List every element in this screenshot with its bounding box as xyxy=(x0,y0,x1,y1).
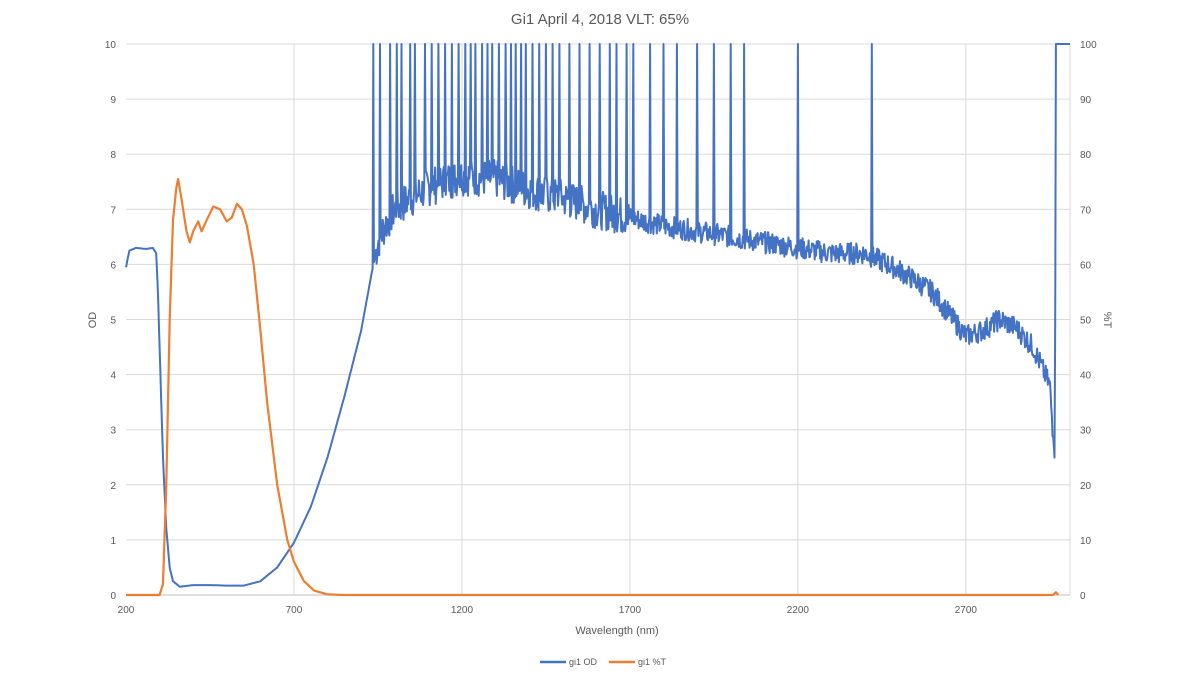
legend: gi1 OD gi1 %T xyxy=(540,657,667,667)
series-line-gi1-t xyxy=(126,177,1060,597)
y-tick-label: 5 xyxy=(110,316,116,327)
series-line-gi1-od xyxy=(125,43,1070,588)
y2-tick-label: 50 xyxy=(1080,316,1092,327)
y-tick-label: 10 xyxy=(105,40,117,51)
x-axis-label: Wavelength (nm) xyxy=(575,625,658,637)
x-tick-label: 2700 xyxy=(955,605,978,616)
legend-label-t: gi1 %T xyxy=(638,657,667,667)
y2-tick-label: 0 xyxy=(1080,591,1086,602)
y-tick-label: 8 xyxy=(110,150,116,161)
y2-tick-label: 70 xyxy=(1080,205,1092,216)
y-tick-label: 9 xyxy=(110,95,116,106)
x-tick-label: 2200 xyxy=(787,605,810,616)
x-tick-label: 1700 xyxy=(619,605,642,616)
y2-tick-label: 30 xyxy=(1080,426,1092,437)
y2-tick-label: 100 xyxy=(1080,40,1097,51)
y2-tick-label: 10 xyxy=(1080,536,1092,547)
y-tick-label: 1 xyxy=(110,536,116,547)
y-tick-label: 2 xyxy=(110,481,116,492)
y-tick-label: 0 xyxy=(110,591,116,602)
legend-label-od: gi1 OD xyxy=(569,657,598,667)
y2-tick-label: 20 xyxy=(1080,481,1092,492)
x-tick-label: 200 xyxy=(118,605,135,616)
x-tick-label: 1200 xyxy=(451,605,474,616)
y-tick-label: 3 xyxy=(110,426,116,437)
y-axis-label: OD xyxy=(87,312,99,329)
y2-axis-label: %T xyxy=(1101,312,1113,329)
y-tick-label: 7 xyxy=(110,205,116,216)
y2-tick-label: 90 xyxy=(1080,95,1092,106)
y-tick-label: 6 xyxy=(110,260,116,271)
y2-tick-label: 40 xyxy=(1080,371,1092,382)
y-tick-label: 4 xyxy=(110,371,116,382)
chart-title: Gi1 April 4, 2018 VLT: 65% xyxy=(511,11,689,28)
x-tick-label: 700 xyxy=(286,605,303,616)
y2-tick-label: 80 xyxy=(1080,150,1092,161)
y2-tick-label: 60 xyxy=(1080,260,1092,271)
